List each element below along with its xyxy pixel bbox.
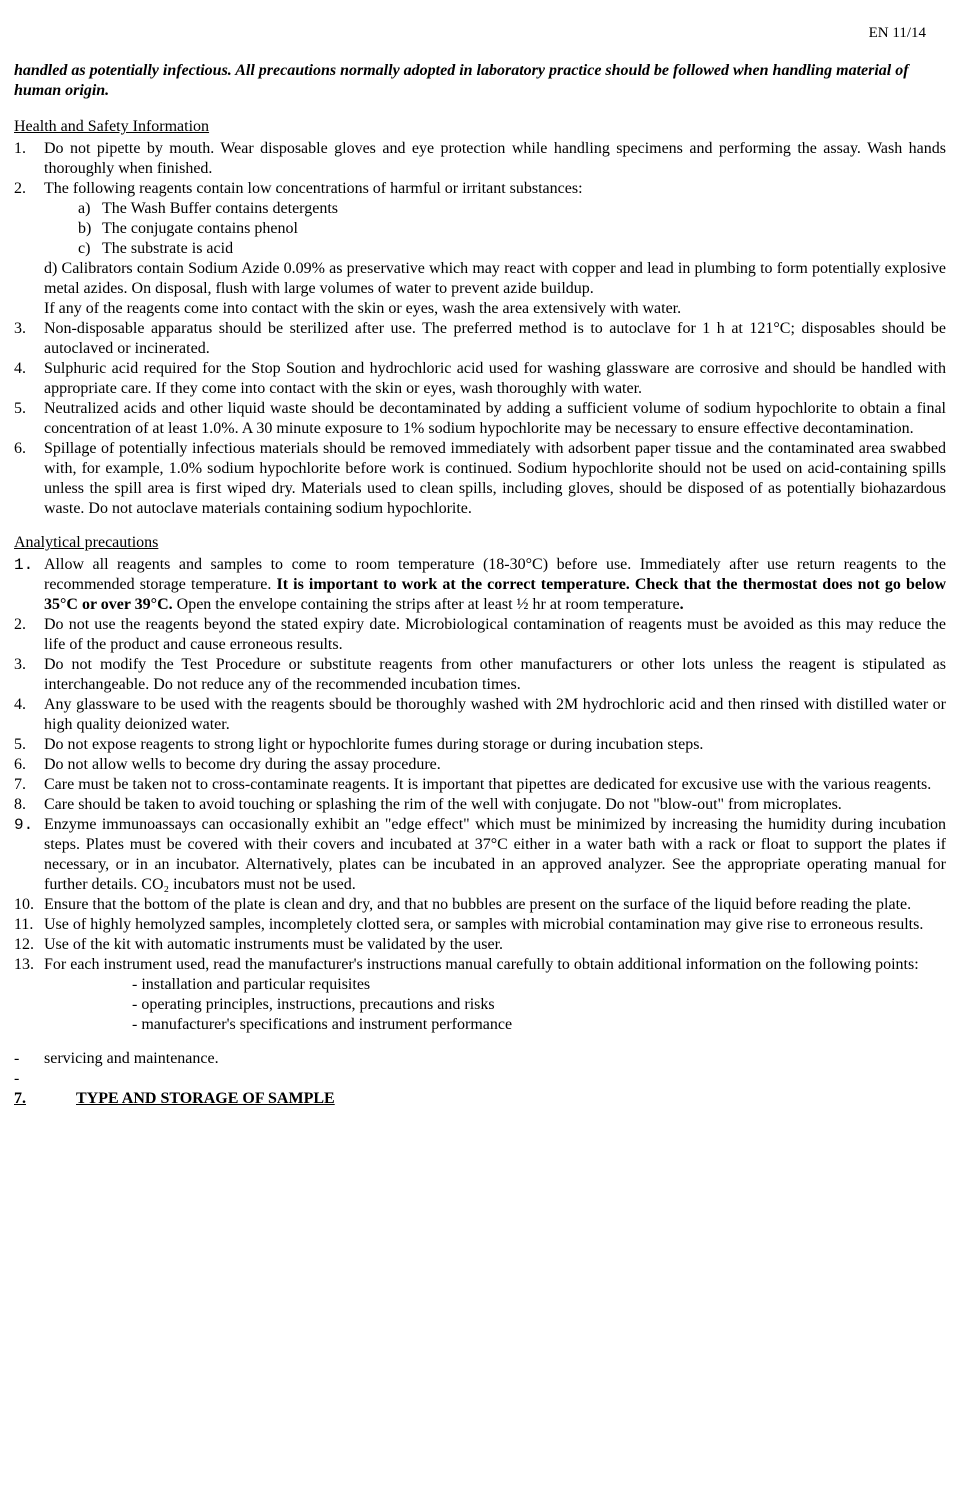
servicing-line: - servicing and maintenance. (14, 1049, 946, 1069)
list-number: 9. (14, 815, 44, 895)
list-text: Ensure that the bottom of the plate is c… (44, 895, 946, 915)
list-number: 2. (14, 179, 44, 319)
list-number: 5. (14, 399, 44, 439)
dash-item: - operating principles, instructions, pr… (44, 995, 946, 1015)
servicing-text: servicing and maintenance. (44, 1049, 219, 1069)
health-safety-heading: Health and Safety Information (14, 117, 946, 137)
list-number: 1. (14, 139, 44, 179)
list-text: Sulphuric acid required for the Stop Sou… (44, 359, 946, 399)
list-number: 1. (14, 555, 44, 615)
list-number: 3. (14, 655, 44, 695)
dash-item: - installation and particular requisites (44, 975, 946, 995)
list-text: Allow all reagents and samples to come t… (44, 555, 946, 615)
section-7-heading: 7. TYPE AND STORAGE OF SAMPLE (14, 1089, 946, 1109)
list-number: 5. (14, 735, 44, 755)
section-number: 7. (14, 1089, 26, 1109)
list-number: 4. (14, 359, 44, 399)
intro-paragraph: handled as potentially infectious. All p… (14, 61, 946, 101)
sub-text: If any of the reagents come into contact… (44, 299, 946, 319)
sub-marker: b) (78, 219, 102, 239)
list-text: Care should be taken to avoid touching o… (44, 795, 946, 815)
list-text: Use of the kit with automatic instrument… (44, 935, 946, 955)
sub-text: The substrate is acid (102, 239, 233, 259)
list-text: For each instrument used, read the manuf… (44, 955, 946, 1035)
sub-marker: a) (78, 199, 102, 219)
sub-text: The Wash Buffer contains detergents (102, 199, 338, 219)
list-text: Do not use the reagents beyond the state… (44, 615, 946, 655)
list-number: 6. (14, 755, 44, 775)
list-text: Do not pipette by mouth. Wear disposable… (44, 139, 946, 179)
list-number: 12. (14, 935, 44, 955)
section-title: TYPE AND STORAGE OF SAMPLE (76, 1089, 335, 1109)
list-number: 13. (14, 955, 44, 1035)
list-text: The following reagents contain low conce… (44, 180, 583, 197)
list-text: Enzyme immunoassays can occasionally exh… (44, 815, 946, 895)
list-text: The following reagents contain low conce… (44, 179, 946, 319)
dash-item: - manufacturer's specifications and inst… (44, 1015, 946, 1035)
list-number: 4. (14, 695, 44, 735)
list-number: 3. (14, 319, 44, 359)
list-number: 8. (14, 795, 44, 815)
list-number: 11. (14, 915, 44, 935)
list-text: Do not modify the Test Procedure or subs… (44, 655, 946, 695)
list-number: 6. (14, 439, 44, 519)
list-text: Non-disposable apparatus should be steri… (44, 319, 946, 359)
list-text: Use of highly hemolyzed samples, incompl… (44, 915, 946, 935)
lone-dash: - (14, 1069, 946, 1089)
list-number: 10. (14, 895, 44, 915)
list-text: Spillage of potentially infectious mater… (44, 439, 946, 519)
health-safety-list: 1.Do not pipette by mouth. Wear disposab… (14, 139, 946, 519)
list-text: Care must be taken not to cross-contamin… (44, 775, 946, 795)
list-text: Do not expose reagents to strong light o… (44, 735, 946, 755)
dash-marker: - (14, 1049, 44, 1069)
list-number: 2. (14, 615, 44, 655)
list-text: Neutralized acids and other liquid waste… (44, 399, 946, 439)
analytical-precautions-heading: Analytical precautions (14, 533, 946, 553)
list-text: Do not allow wells to become dry during … (44, 755, 946, 775)
list-text: Any glassware to be used with the reagen… (44, 695, 946, 735)
analytical-precautions-list: 1. Allow all reagents and samples to com… (14, 555, 946, 1035)
page-number: EN 11/14 (14, 24, 946, 43)
sub-text: The conjugate contains phenol (102, 219, 298, 239)
sub-marker: c) (78, 239, 102, 259)
list-number: 7. (14, 775, 44, 795)
sub-text: d) Calibrators contain Sodium Azide 0.09… (44, 259, 946, 299)
